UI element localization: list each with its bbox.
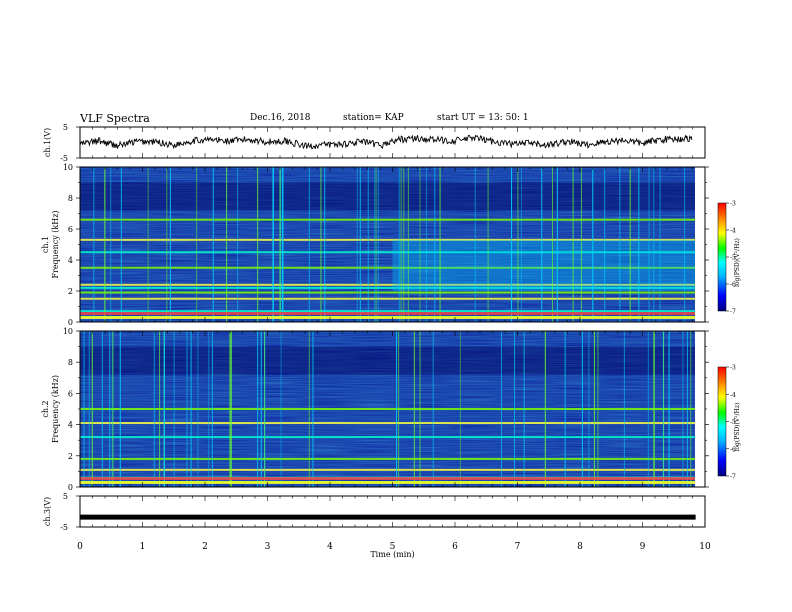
y-tick-label: 10	[63, 163, 73, 172]
x-tick-label: 7	[515, 542, 521, 552]
y-tick-label: 10	[63, 327, 73, 336]
y-tick-label: 6	[68, 225, 73, 234]
low-frequency-band	[80, 316, 695, 319]
x-tick-label: 6	[452, 542, 458, 552]
x-tick-label: 2	[202, 542, 208, 552]
date-label: Dec.16, 2018	[250, 113, 311, 123]
frequency-band	[80, 422, 695, 425]
colorbar-tick-label: -7	[730, 474, 736, 481]
y-tick-label: 5	[63, 492, 68, 501]
frequency-band	[80, 297, 695, 300]
frequency-band	[80, 408, 695, 410]
colorbar-tick-label: -3	[730, 201, 736, 208]
frequency-band	[80, 266, 695, 269]
y-tick-label: -5	[60, 154, 68, 163]
y-tick-label: 5	[63, 123, 68, 132]
colorbar-label: log(PSD)(V²/Hz)	[734, 403, 741, 452]
frequency-band	[80, 238, 695, 241]
x-tick-label: 4	[327, 542, 333, 552]
x-tick-label: 0	[77, 542, 83, 552]
y-tick-label: 2	[68, 452, 73, 461]
x-tick-label: 10	[699, 542, 711, 552]
figure-title: VLF Spectra	[80, 112, 150, 125]
colorbar-tick-label: -7	[730, 309, 736, 316]
y-tick-label: 0	[68, 318, 73, 327]
start-time-label: start UT = 13: 50: 1	[437, 113, 529, 123]
y-tick-label: -5	[60, 523, 68, 532]
colorbar-tick-label: -5	[730, 255, 736, 262]
frequency-band	[80, 457, 695, 460]
colorbar-tick-label: -3	[730, 365, 736, 372]
x-tick-label: 3	[265, 542, 271, 552]
frequency-band	[80, 218, 695, 221]
x-tick-label: 9	[640, 542, 646, 552]
x-tick-label: 1	[140, 542, 146, 552]
y-tick-label: 4	[68, 256, 73, 265]
colorbar	[717, 202, 727, 312]
colorbar-tick-label: -6	[730, 446, 736, 453]
x-tick-label: 8	[577, 542, 583, 552]
elevated-noise-region	[392, 239, 695, 291]
frequency-band	[80, 310, 695, 313]
ch1-voltage-trace	[80, 134, 693, 150]
y-axis-label: ch.1	[41, 236, 50, 253]
colorbar	[717, 366, 727, 477]
colorbar-tick-label: -4	[730, 228, 736, 235]
station-label: station= KAP	[343, 113, 404, 123]
y-tick-label: 0	[68, 483, 73, 492]
colorbar-tick-label: -5	[730, 419, 736, 426]
low-frequency-band	[80, 477, 695, 480]
y-tick-label: 6	[68, 389, 73, 398]
y-tick-label: 8	[68, 194, 73, 203]
colorbar-label: log(PSD)(V²/Hz)	[734, 238, 741, 287]
frequency-band	[80, 286, 695, 289]
x-axis-label: Time (min)	[370, 550, 414, 559]
frequency-band	[80, 251, 695, 254]
s2-spectrogram-image	[80, 331, 695, 487]
frequency-band	[80, 468, 695, 471]
y-axis-label: ch.1(V)	[43, 128, 52, 157]
spectrogram-dark-band	[80, 346, 695, 375]
frequency-band	[80, 283, 695, 286]
frequency-band	[80, 436, 695, 439]
w1-waveform	[80, 134, 693, 150]
frequency-band	[80, 291, 695, 294]
y-axis-label-frequency: Frequency (kHz)	[51, 210, 60, 278]
y-axis-label-frequency: Frequency (kHz)	[51, 375, 60, 443]
y-tick-label: 4	[68, 421, 73, 430]
y-tick-label: 2	[68, 287, 73, 296]
spectrogram-dark-band	[80, 182, 695, 211]
s1-spectrogram-image	[80, 167, 695, 322]
low-frequency-band	[80, 481, 695, 484]
colorbar-tick-label: -4	[730, 392, 736, 399]
y-axis-label: ch.3(V)	[43, 497, 52, 526]
y-axis-label: ch.2	[41, 400, 50, 417]
y-tick-label: 8	[68, 358, 73, 367]
x-tick-label: 5	[390, 542, 396, 552]
low-frequency-band	[80, 312, 695, 315]
colorbar-tick-label: -6	[730, 282, 736, 289]
